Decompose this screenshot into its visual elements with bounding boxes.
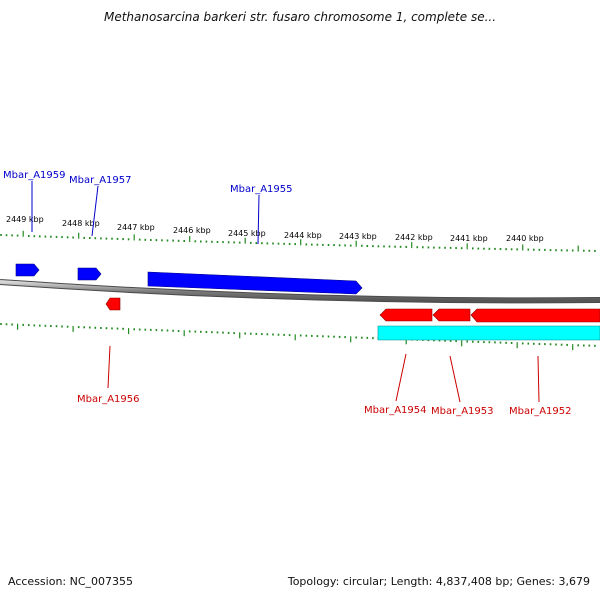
chromosome-backbone xyxy=(0,280,600,303)
gene-Mbar_A1954[interactable] xyxy=(379,308,433,322)
leader-Mbar_A1952 xyxy=(537,355,540,403)
label-Mbar_A1956[interactable]: Mbar_A1956 xyxy=(77,394,140,405)
ruler-label-2448: 2448 kbp xyxy=(62,219,100,228)
label-Mbar_A1952[interactable]: Mbar_A1952 xyxy=(509,406,572,417)
label-Mbar_A1953[interactable]: Mbar_A1953 xyxy=(431,406,494,417)
ruler-label-2440: 2440 kbp xyxy=(506,234,544,243)
gene-Mbar_A1953[interactable] xyxy=(432,308,471,322)
reverse-highlight-band xyxy=(377,325,600,341)
ruler-label-2449: 2449 kbp xyxy=(6,215,44,224)
label-Mbar_A1954[interactable]: Mbar_A1954 xyxy=(364,405,427,416)
map-title: Methanosarcina barkeri str. fusaro chrom… xyxy=(103,10,497,24)
leader-Mbar_A1954 xyxy=(395,353,407,402)
label-Mbar_A1959[interactable]: Mbar_A1959 xyxy=(3,170,66,181)
leader-Mbar_A1953 xyxy=(449,355,461,403)
ruler-label-2443: 2443 kbp xyxy=(339,232,377,241)
gene-Mbar_A1952[interactable] xyxy=(470,308,600,323)
ruler-label-2447: 2447 kbp xyxy=(117,223,155,232)
gene-Mbar_A1959[interactable] xyxy=(15,263,40,277)
ruler-label-2444: 2444 kbp xyxy=(284,231,322,240)
leader-Mbar_A1956 xyxy=(107,345,111,389)
label-Mbar_A1957[interactable]: Mbar_A1957 xyxy=(69,175,132,186)
leader-lines xyxy=(31,181,540,403)
ruler-labels: 2449 kbp 2448 kbp 2447 kbp 2446 kbp 2445… xyxy=(6,215,544,243)
forward-strand xyxy=(15,263,363,295)
accession-text: Accession: NC_007355 xyxy=(8,575,134,588)
leader-Mbar_A1957 xyxy=(91,185,99,237)
label-Mbar_A1955[interactable]: Mbar_A1955 xyxy=(230,184,293,195)
ruler-label-2446: 2446 kbp xyxy=(173,226,211,235)
ruler-label-2442: 2442 kbp xyxy=(395,233,433,242)
ruler-label-2441: 2441 kbp xyxy=(450,234,488,243)
ruler-label-2445: 2445 kbp xyxy=(228,229,266,238)
gene-Mbar_A1956[interactable] xyxy=(105,297,121,311)
reverse-strand xyxy=(105,297,600,341)
gene-Mbar_A1955[interactable] xyxy=(147,271,363,295)
topology-summary: Topology: circular; Length: 4,837,408 bp… xyxy=(287,575,590,588)
gene-labels: Mbar_A1959 Mbar_A1957 Mbar_A1955 Mbar_A1… xyxy=(3,170,572,417)
outer-tick-ring xyxy=(0,230,596,252)
gene-Mbar_A1957[interactable] xyxy=(77,267,102,281)
leader-Mbar_A1955 xyxy=(257,194,260,245)
